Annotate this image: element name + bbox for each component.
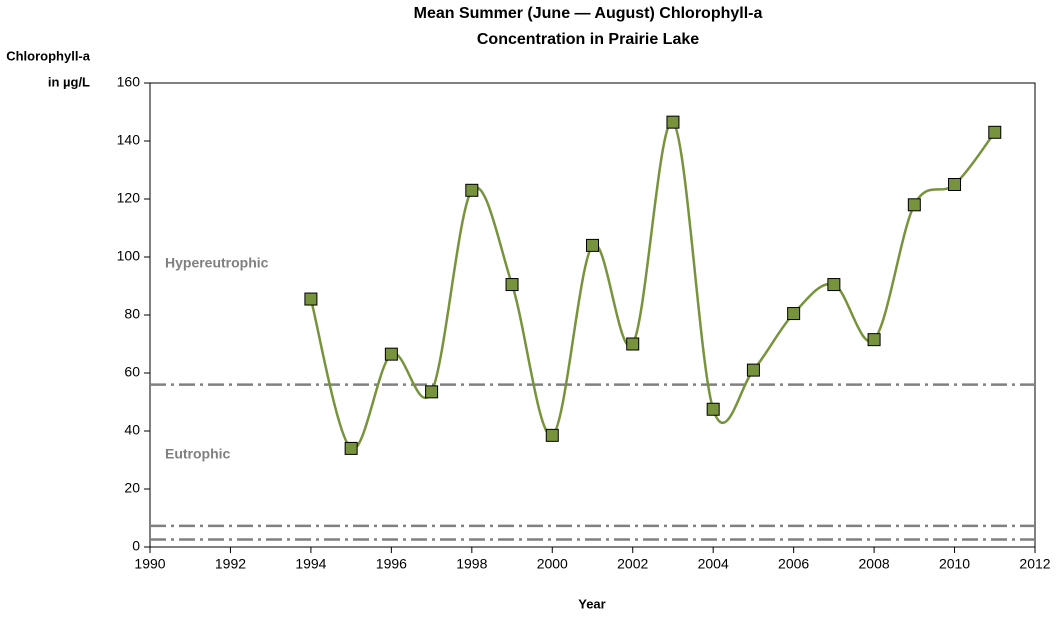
- data-point: [867, 333, 881, 347]
- y-tick-label: 60: [124, 364, 140, 380]
- x-axis-label: Year: [578, 596, 605, 611]
- x-tick-label: 1992: [215, 556, 246, 572]
- y-axis-label: in µg/L: [48, 74, 90, 89]
- x-tick-label: 2012: [1019, 556, 1050, 572]
- y-tick-label: 80: [124, 306, 140, 322]
- data-point: [706, 402, 720, 416]
- data-point: [344, 441, 358, 455]
- y-tick-label: 120: [117, 190, 141, 206]
- x-tick-label: 2006: [778, 556, 809, 572]
- chart-title: Concentration in Prairie Lake: [477, 31, 699, 48]
- x-tick-label: 1998: [456, 556, 487, 572]
- data-point: [626, 337, 640, 351]
- x-tick-label: 1990: [134, 556, 165, 572]
- x-tick-label: 1994: [295, 556, 326, 572]
- x-tick-label: 2008: [859, 556, 890, 572]
- data-point: [666, 115, 680, 129]
- x-tick-label: 1996: [376, 556, 407, 572]
- data-point: [787, 307, 801, 321]
- data-point: [746, 363, 760, 377]
- data-point: [384, 347, 398, 361]
- y-tick-label: 20: [124, 480, 140, 496]
- plot-frame: [149, 82, 1036, 548]
- data-point: [988, 125, 1002, 139]
- x-tick-label: 2004: [698, 556, 729, 572]
- data-point: [545, 428, 559, 442]
- data-line: [309, 120, 996, 450]
- data-point: [505, 278, 519, 292]
- y-tick-label: 0: [132, 538, 140, 554]
- y-tick-label: 100: [117, 248, 141, 264]
- data-point: [304, 292, 318, 306]
- x-tick-label: 2010: [939, 556, 970, 572]
- x-tick-label: 2000: [537, 556, 568, 572]
- annotation: Eutrophic: [165, 445, 231, 461]
- data-point: [827, 278, 841, 292]
- y-tick-label: 140: [117, 132, 141, 148]
- data-point: [948, 178, 962, 191]
- y-tick-label: 40: [124, 422, 140, 438]
- data-point: [907, 198, 921, 212]
- y-axis-label: Chlorophyll-a: [6, 48, 91, 63]
- data-point: [425, 385, 439, 399]
- data-point: [586, 238, 599, 252]
- chart-title: Mean Summer (June — August) Chlorophyll-…: [414, 5, 763, 22]
- annotation: Hypereutrophic: [165, 254, 269, 270]
- x-tick-label: 2002: [617, 556, 648, 572]
- data-point: [465, 183, 479, 197]
- y-tick-label: 160: [117, 74, 141, 90]
